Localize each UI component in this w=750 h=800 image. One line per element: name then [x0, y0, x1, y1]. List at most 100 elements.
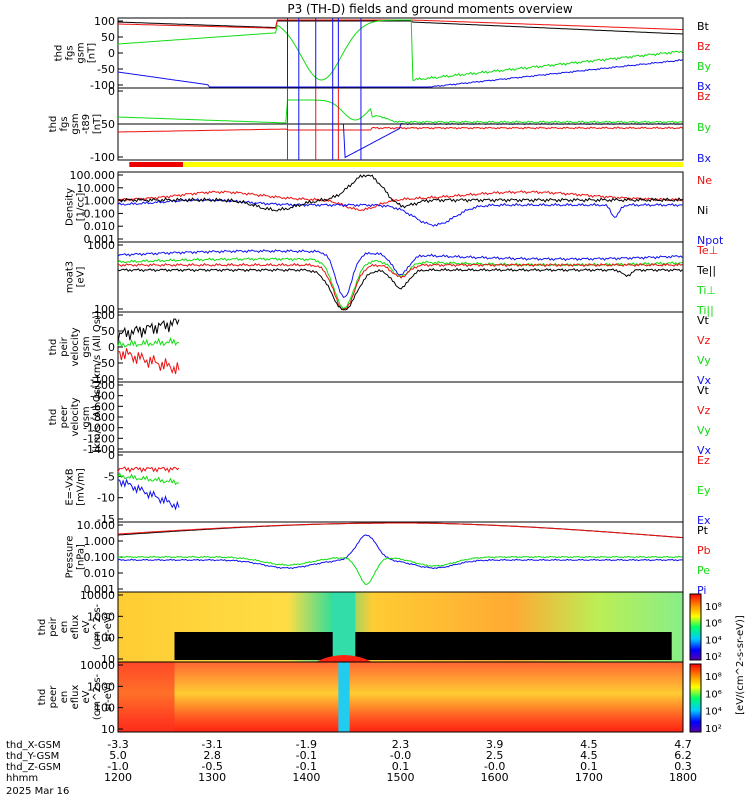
y-tick-label-2-2: -100	[90, 151, 115, 164]
y-tick-label-3-2: 1.000	[84, 195, 116, 208]
y-tick-label-10-1: 1000	[87, 680, 115, 693]
series-line-5-0	[117, 318, 180, 342]
legend-1-bt: Bt	[697, 20, 710, 33]
time-tick-label-2: 1400	[292, 771, 320, 784]
y-tick-label-6-4: -1000	[83, 422, 115, 435]
y-tick-label-10-0: 10000	[80, 659, 115, 672]
ephemeris-value-1-6: 6.2	[674, 749, 692, 762]
y-tick-label-6-6: -1400	[83, 443, 115, 456]
ephemeris-value-2-4: -0.0	[484, 760, 505, 773]
legend-2-bx: Bx	[697, 152, 712, 165]
series-line-8-2	[117, 534, 683, 570]
colorbar-tick-ion-0: 10⁸	[705, 602, 722, 613]
y-tick-label-10-3: 10	[101, 723, 115, 736]
y-axis-label-10-6: sr-eV)	[103, 682, 114, 711]
y-tick-label-4-0: 1000	[87, 239, 115, 252]
legend-1-bz: Bz	[697, 40, 711, 53]
panel-frame-3	[117, 171, 684, 243]
colorbar-tick-electron-0: 10⁸	[705, 672, 722, 683]
ephemeris-value-2-6: 0.3	[674, 760, 692, 773]
ephemeris-value-1-1: 2.8	[203, 749, 221, 762]
y-tick-label-3-0: 100.000	[70, 169, 116, 182]
series-line-5-2	[117, 348, 180, 375]
y-tick-label-9-0: 10000	[80, 589, 115, 602]
y-tick-label-6-0: -200	[90, 379, 115, 392]
y-axis-label-6-4: [km/s (All Qs)]	[92, 381, 103, 453]
y-axis-label-5-4: [km/s (All Qs)]	[92, 311, 103, 383]
y-tick-label-2-1: -50	[97, 118, 115, 131]
y-axis-label-4-0: moat3	[65, 261, 76, 293]
panel-4: 1000 100 moat3 [eV] Te⊥ Te|| Ti⊥ Ti||	[65, 239, 719, 317]
y-axis-label-10-2: en	[59, 691, 70, 704]
y-axis-label-10-4: eV	[81, 690, 92, 703]
y-axis-label-2-2: gsm	[70, 113, 81, 134]
spectrogram-electrons	[118, 662, 683, 732]
legend-7-ex: Ex	[697, 514, 711, 527]
ephemeris-label-2: thd_Z-GSM	[6, 762, 61, 773]
y-tick-label-3-3: 0.100	[84, 207, 116, 220]
y-tick-label-5-1: 50	[101, 325, 115, 338]
series-line-8-0	[117, 522, 683, 539]
legend-5-vt: Vt	[697, 314, 710, 327]
y-tick-label-7-3: -15	[97, 513, 115, 526]
series-line-4-2	[117, 262, 683, 311]
y-tick-label-5-3: -50	[97, 357, 115, 370]
y-axis-label-8-0: Pressure	[65, 536, 76, 579]
y-axis-label-3-1: [1/cc]	[76, 193, 87, 222]
colorbar-electron	[689, 663, 702, 733]
colorbar-label: [eV/(cm^2-s-sr-eV)]	[735, 615, 746, 715]
y-tick-label-6-1: -400	[90, 390, 115, 403]
x-axis-label: hhmm	[6, 773, 38, 784]
panel-1: 100 50 0 -50 -100 thd fgs gsm [nT] Bt Bz By Bx	[54, 15, 712, 93]
colorbar-ion	[689, 593, 702, 661]
panel-6: -200-400-600-800-1000-1200-1400 thd peer ve…	[48, 379, 712, 457]
time-tick-label-0: 1200	[104, 771, 132, 784]
y-axis-label-9-2: en	[59, 621, 70, 634]
figure-title: P3 (TH-D) fields and ground moments over…	[287, 2, 572, 16]
y-tick-label-3-4: 0.010	[84, 220, 116, 233]
y-tick-label-5-0: 100	[94, 309, 115, 322]
y-axis-label-10-1: peer	[48, 685, 59, 709]
ephemeris-value-1-5: 4.5	[580, 749, 598, 762]
series-line-2-0	[117, 99, 683, 124]
colorbar-tick-electron-2: 10⁴	[705, 707, 722, 718]
y-tick-label-9-2: 100	[94, 632, 115, 645]
y-tick-label-8-3: 0.010	[84, 567, 116, 580]
series-line-1-2	[117, 19, 683, 81]
legend-4-te||: Te||	[696, 264, 716, 277]
spectrogram-ion-bump	[315, 655, 373, 662]
legend-5-vy: Vy	[697, 354, 711, 367]
panel-frame-6	[117, 381, 684, 453]
series-line-8-3	[117, 555, 683, 585]
series-line-4-3	[117, 267, 683, 311]
y-tick-label-3-1: 10.000	[77, 182, 116, 195]
y-tick-label-8-4: 0.001	[84, 583, 116, 596]
legend-1-bx: Bx	[697, 80, 712, 93]
y-axis-label-2-1: fgs	[59, 116, 70, 131]
y-tick-label-1-1: 50	[101, 31, 115, 44]
legend-8-pi: Pi	[697, 584, 706, 597]
time-tick-label-1: 1300	[198, 771, 226, 784]
colorbar-tick-ion-1: 10⁶	[705, 619, 722, 630]
legend-6-vt: Vt	[697, 384, 710, 397]
y-tick-label-8-2: 0.100	[84, 551, 116, 564]
ephemeris-value-2-2: -0.1	[296, 760, 317, 773]
ephemeris-value-2-3: 0.1	[392, 760, 410, 773]
legend-6-vx: Vx	[697, 444, 712, 457]
y-tick-label-9-1: 1000	[87, 610, 115, 623]
time-tick-label-3: 1500	[387, 771, 415, 784]
ephemeris-value-0-2: -1.9	[296, 738, 317, 751]
series-line-3-2	[117, 174, 683, 212]
y-axis-label-2-4: [nT]	[92, 114, 103, 134]
y-tick-label-6-2: -600	[90, 400, 115, 413]
legend-2-by: By	[697, 121, 712, 134]
y-tick-label-6-5: -1200	[83, 432, 115, 445]
y-axis-label-10-0: thd	[37, 689, 48, 706]
y-axis-label-2-3: -t89	[81, 114, 92, 134]
y-axis-label-7-1: [mV/m]	[76, 468, 87, 506]
legend-3-ne: Ne	[697, 174, 712, 187]
legend-8-pt: Pt	[697, 524, 709, 537]
series-line-7-1	[117, 471, 180, 486]
legend-8-pb: Pb	[697, 544, 711, 557]
